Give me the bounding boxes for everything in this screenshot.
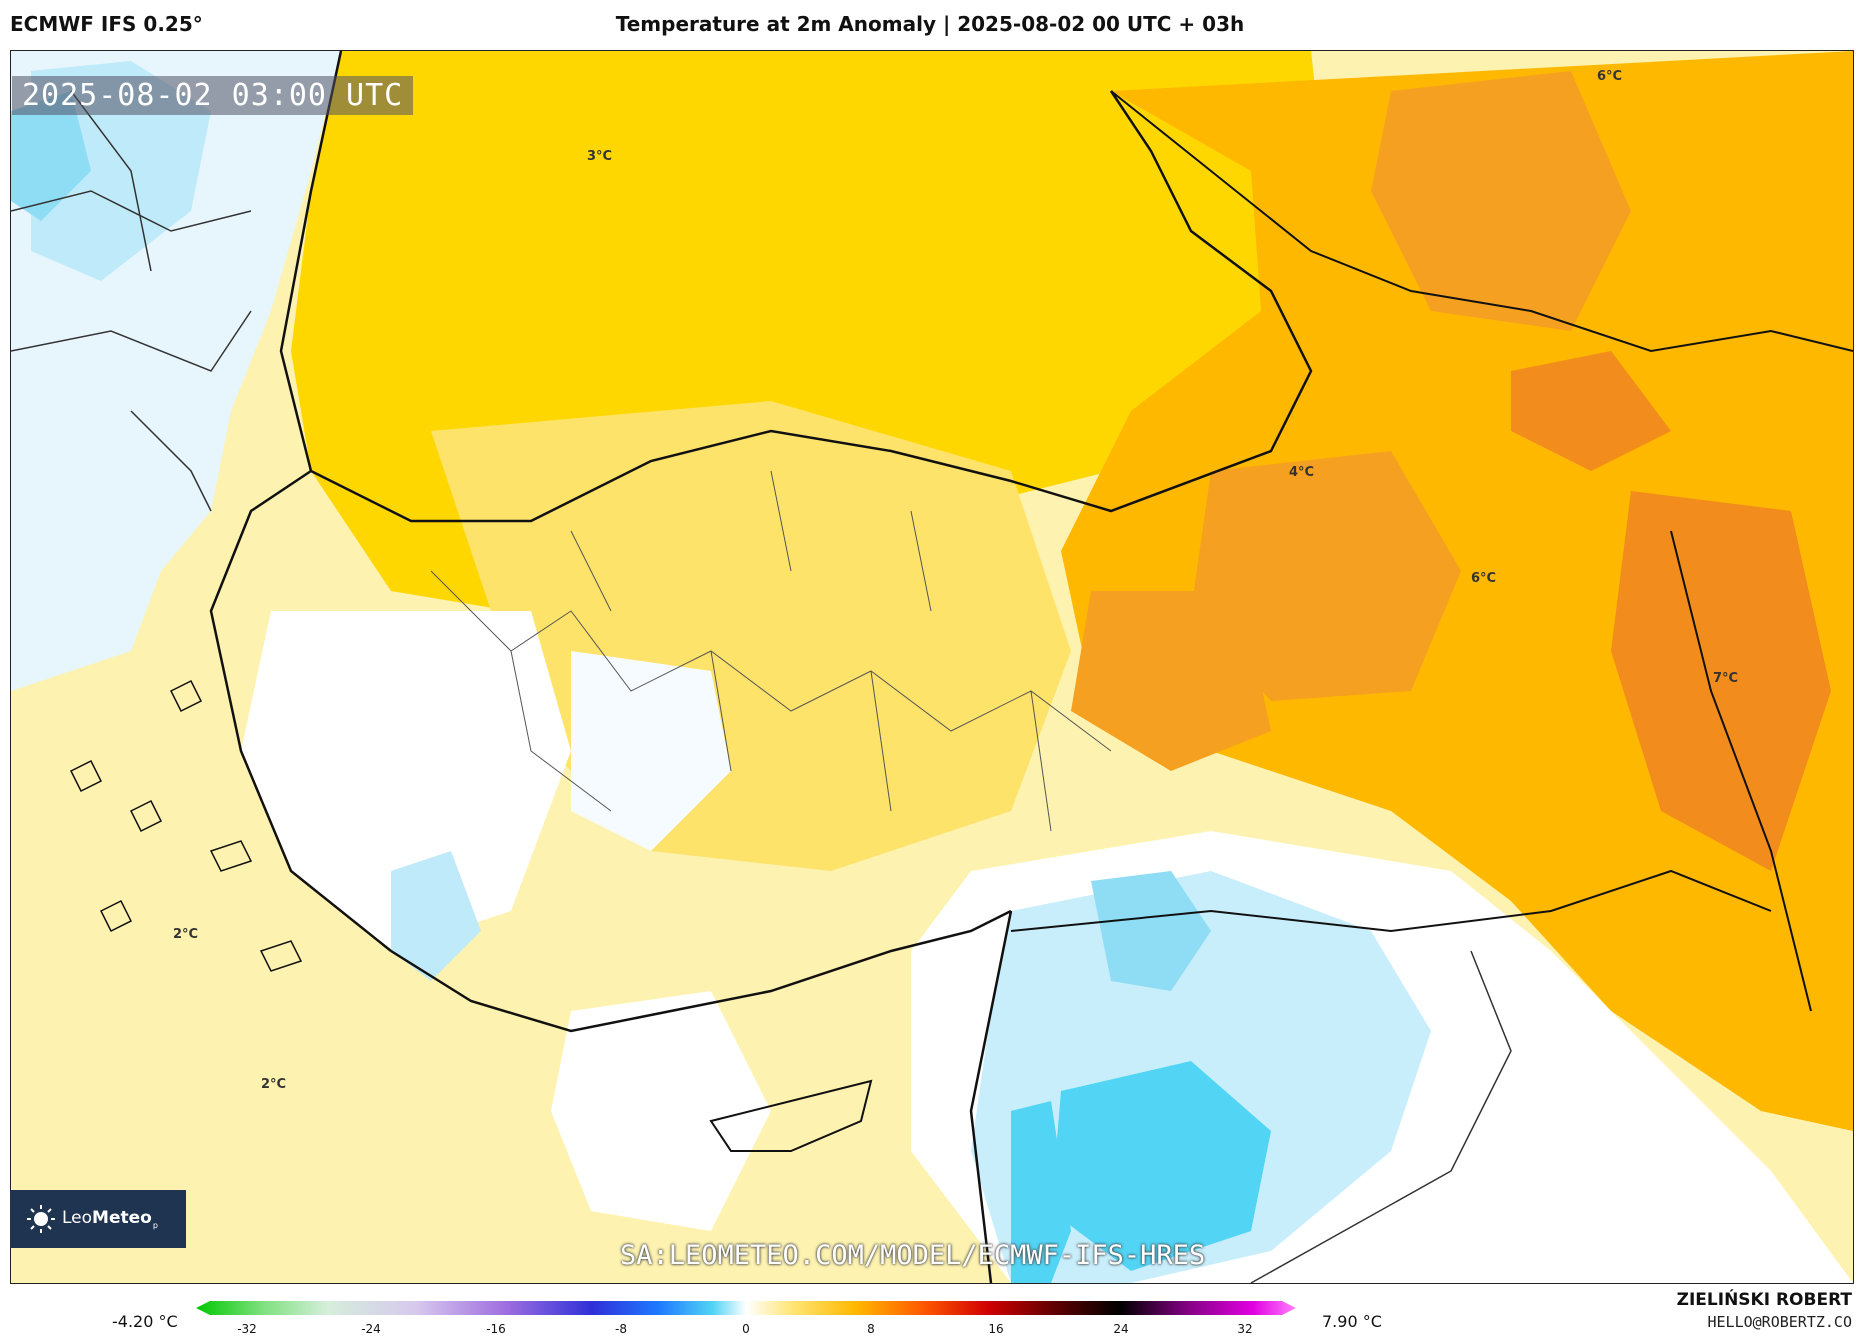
temperature-anomaly-map[interactable]: 3°C 4°C 6°C 6°C 7°C 2°C 2°C [10,50,1854,1284]
warm-region-east [1061,51,1853,1131]
isoline-label: 2°C [173,927,199,942]
blue-core-south [1051,1061,1271,1271]
colorbar-tick: 32 [1237,1322,1253,1336]
warm-core-1 [1371,71,1631,331]
aegean-coast [209,469,392,952]
source-watermark: SA:LEOMETEO.COM/MODEL/ECMWF-IFS-HRES [620,1240,1206,1271]
blue-strip-levant [1011,1101,1071,1283]
author-email[interactable]: HELLO@ROBERTZ.CO [1707,1313,1853,1331]
valid-time-badge: 2025-08-02 03:00 UTC [12,76,414,115]
black-sea-coast [279,51,1313,523]
map-fields [11,51,1853,1283]
cyprus [709,1079,873,1152]
isoline-label: 4°C [1289,465,1315,480]
legend-max-value: 7.90 °C [1322,1312,1382,1331]
lightblue-patch-wturkey [391,851,481,981]
levant-coast [969,910,1013,1283]
colorbar-tick: 8 [867,1322,875,1336]
colorbar-tick: -16 [486,1322,506,1336]
isoline-label: 6°C [1597,69,1623,84]
leometeo-logo[interactable]: LeoMeteop [10,1190,186,1248]
turkey-south-coast [390,909,1012,1033]
province-lines [430,470,1112,832]
colorbar [196,1301,1296,1315]
iraq-border [1250,950,1512,1283]
map-title: Temperature at 2m Anomaly | 2025-08-02 0… [615,12,1245,36]
colorbar-tick: -24 [361,1322,381,1336]
isoline-label: 7°C [1713,671,1739,686]
isoline-label: 6°C [1471,571,1497,586]
white-patch-med [551,991,771,1231]
greek-islands [69,679,303,972]
colorbar-tick: 16 [988,1322,1004,1336]
warm-core-5 [1511,351,1671,471]
iran-border [1670,530,1812,1012]
model-label: ECMWF IFS 0.25° [10,12,203,36]
logo-text: LeoMeteop [62,1208,158,1230]
blue-core-south-2 [1091,871,1211,991]
colorbar-tick: 0 [742,1322,750,1336]
colorbar-tick: -32 [237,1322,257,1336]
white-patch-cturkey [571,651,731,851]
white-patch-wturkey [241,611,571,951]
warm-core-4 [1071,591,1271,771]
colorbar-ticks: -32 -24 -16 -8 0 8 16 24 32 [196,1322,1296,1338]
author-name: ZIELIŃSKI ROBERT [1676,1290,1852,1310]
warm-core-3 [1611,491,1831,871]
sun-icon [27,1205,55,1233]
colorbar-tick: -8 [615,1322,627,1336]
warm-core-2 [1191,451,1461,701]
caucasus-border [1110,90,1853,353]
colorbar-tick: 24 [1113,1322,1129,1336]
legend-min-value: -4.20 °C [112,1312,178,1331]
cool-patch-balkans-2 [11,91,91,221]
syria-border [1010,869,1772,933]
isoline-label: 3°C [587,149,613,164]
balkan-borders [11,90,252,512]
isoline-label: 2°C [261,1077,287,1092]
